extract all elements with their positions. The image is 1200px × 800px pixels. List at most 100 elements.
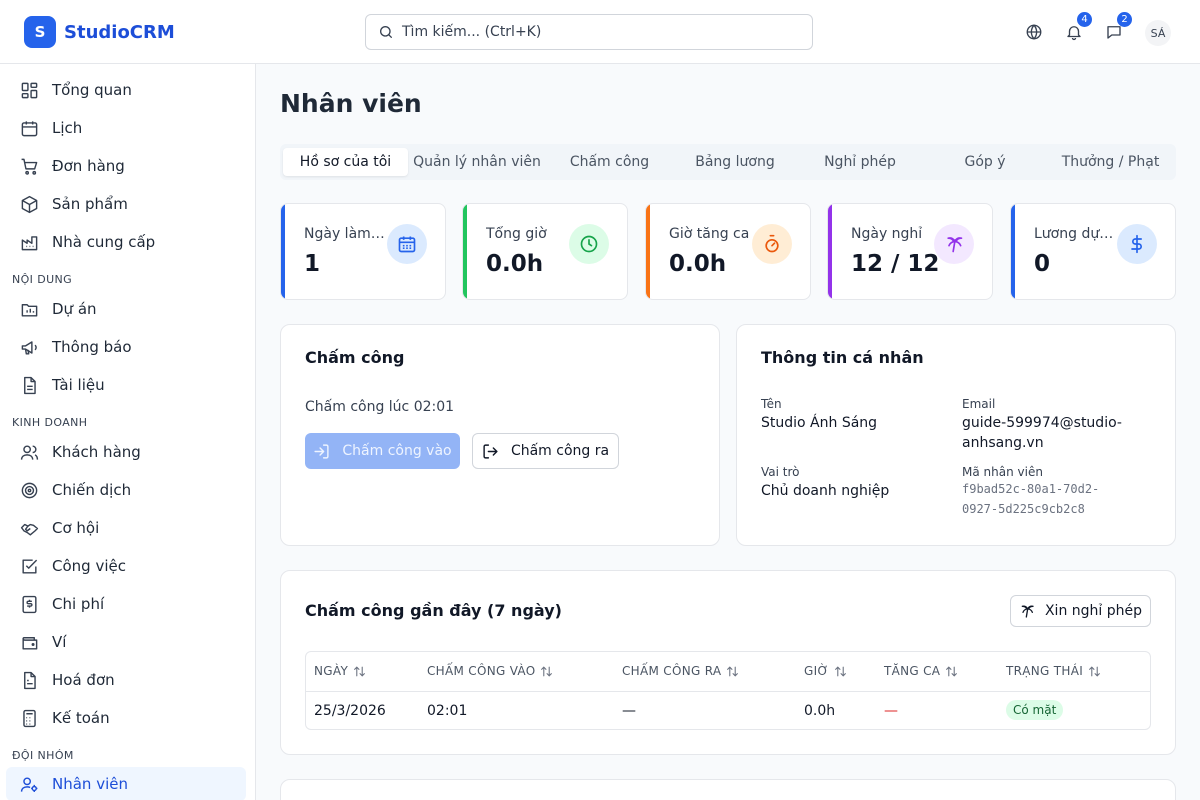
sidebar-item-label: Khách hàng — [52, 443, 141, 461]
stat-label: Ngày nghỉ — [851, 226, 923, 242]
language-button[interactable] — [1022, 20, 1046, 44]
search-placeholder: Tìm kiếm... (Ctrl+K) — [402, 24, 542, 40]
document-icon — [24, 376, 36, 394]
column-header-hours[interactable]: GIỜ — [804, 664, 847, 678]
employee-id-line: f9bad52c-80a1-70d2- — [962, 482, 1100, 496]
sidebar-item-invoices[interactable]: Hoá đơn — [6, 663, 246, 697]
app-name: StudioCRM — [64, 21, 175, 43]
sidebar-item-label: Thông báo — [52, 338, 132, 356]
check-out-button[interactable]: Chấm công ra — [472, 433, 619, 469]
sidebar: Tổng quan Lịch Đơn hàng Sản phẩm Nhà cun… — [0, 64, 256, 800]
sidebar-item-tasks[interactable]: Công việc — [6, 549, 246, 583]
clock-icon — [569, 224, 609, 264]
sidebar-item-label: Kế toán — [52, 709, 110, 727]
employee-id-label: Mã nhân viên — [962, 465, 1043, 479]
stat-label: Lương dự kiến — [1034, 226, 1116, 242]
check-in-button[interactable]: Chấm công vào — [305, 433, 460, 469]
request-leave-button[interactable]: Xin nghỉ phép — [1010, 595, 1151, 627]
app-logo[interactable]: S StudioCRM — [24, 16, 175, 48]
stat-accent-bar — [463, 204, 467, 299]
tab-leave[interactable]: Nghỉ phép — [824, 154, 896, 170]
cell-check-in: 02:01 — [427, 703, 468, 719]
tab-feedback[interactable]: Góp ý — [964, 154, 1006, 170]
sort-icon — [946, 665, 958, 677]
stat-card-total-hours: Tổng giờ 0.0h — [462, 203, 628, 300]
dollar-icon — [1117, 224, 1157, 264]
tab-payroll[interactable]: Bảng lương — [695, 154, 775, 170]
stat-accent-bar — [828, 204, 832, 299]
stat-value: 0 — [1034, 251, 1051, 277]
sidebar-item-label: Nhà cung cấp — [52, 233, 156, 251]
tab-attendance[interactable]: Chấm công — [569, 154, 650, 170]
sidebar-item-accounting[interactable]: Kế toán — [6, 701, 246, 735]
sidebar-item-expenses[interactable]: Chi phí — [6, 587, 246, 621]
stat-card-expected-salary: Lương dự kiến 0 — [1010, 203, 1176, 300]
stat-accent-bar — [281, 204, 285, 299]
calendar-days-icon — [387, 224, 427, 264]
column-header-check-out[interactable]: CHẤM CÔNG RA — [622, 664, 739, 678]
sidebar-item-label: Sản phẩm — [52, 195, 128, 213]
email-line: guide-599974@studio- — [962, 415, 1122, 431]
sidebar-item-projects[interactable]: Dự án — [6, 292, 246, 326]
sidebar-item-announcements[interactable]: Thông báo — [6, 330, 246, 364]
sidebar-item-label: Công việc — [52, 557, 126, 575]
sidebar-item-wallet[interactable]: Ví — [6, 625, 246, 659]
next-card — [280, 779, 1176, 800]
sidebar-item-calendar[interactable]: Lịch — [6, 111, 246, 145]
name-value: Studio Ánh Sáng — [761, 415, 878, 431]
stat-label: Giờ tăng ca — [669, 226, 750, 242]
sidebar-item-suppliers[interactable]: Nhà cung cấp — [6, 225, 246, 259]
sidebar-item-label: Hoá đơn — [52, 671, 115, 689]
palm-tree-icon — [934, 224, 974, 264]
tab-employee-management[interactable]: Quản lý nhân viên — [413, 154, 541, 170]
sidebar-section-business: KINH DOANH — [12, 416, 88, 429]
stat-value: 12 / 12 — [851, 251, 940, 277]
table-header: NGÀY CHẤM CÔNG VÀO CHẤM CÔNG RA GIỜ TĂNG… — [306, 652, 1150, 692]
bell-icon — [1067, 26, 1081, 41]
sidebar-item-customers[interactable]: Khách hàng — [6, 435, 246, 469]
stat-value: 0.0h — [486, 251, 544, 277]
column-header-check-in[interactable]: CHẤM CÔNG VÀO — [427, 664, 553, 678]
folder-chart-icon — [21, 303, 38, 317]
sidebar-item-label: Ví — [52, 633, 67, 651]
tab-my-profile[interactable]: Hồ sơ của tôi — [283, 148, 408, 176]
stat-card-overtime: Giờ tăng ca 0.0h — [645, 203, 811, 300]
logo-mark: S — [24, 16, 56, 48]
page-title: Nhân viên — [280, 89, 422, 118]
factory-icon — [21, 235, 38, 250]
search-input[interactable]: Tìm kiếm... (Ctrl+K) — [365, 14, 813, 50]
name-label: Tên — [761, 397, 782, 411]
sidebar-item-label: Cơ hội — [52, 519, 100, 537]
profile-title: Thông tin cá nhân — [761, 348, 924, 367]
column-header-label: TĂNG CA — [884, 664, 941, 678]
sidebar-item-employees[interactable]: Nhân viên — [6, 767, 246, 800]
email-line: anhsang.vn — [962, 435, 1044, 451]
box-icon — [21, 195, 38, 213]
log-out-icon — [483, 443, 498, 459]
sidebar-section-team: ĐỘI NHÓM — [12, 749, 74, 762]
recent-attendance-title: Chấm công gần đây (7 ngày) — [305, 601, 562, 620]
notifications-button[interactable]: 4 — [1062, 12, 1092, 44]
stat-label: Ngày làm việc — [304, 226, 386, 242]
sort-icon — [727, 665, 739, 677]
column-header-status[interactable]: TRẠNG THÁI — [1006, 664, 1101, 678]
target-icon — [21, 482, 38, 498]
sidebar-item-documents[interactable]: Tài liệu — [6, 368, 246, 402]
request-leave-label: Xin nghỉ phép — [1044, 603, 1143, 619]
stat-accent-bar — [1011, 204, 1015, 299]
search-icon — [380, 26, 392, 38]
email-label: Email — [962, 397, 996, 411]
dashboard-icon — [21, 82, 38, 98]
sidebar-item-campaigns[interactable]: Chiến dịch — [6, 473, 246, 507]
timer-icon — [752, 224, 792, 264]
sidebar-item-overview[interactable]: Tổng quan — [6, 73, 246, 107]
avatar[interactable]: SÁ — [1145, 20, 1171, 46]
tab-rewards-penalties[interactable]: Thưởng / Phạt — [1061, 154, 1160, 170]
sidebar-item-orders[interactable]: Đơn hàng — [6, 149, 246, 183]
column-header-overtime[interactable]: TĂNG CA — [884, 664, 958, 678]
profile-card: Thông tin cá nhân Tên Studio Ánh Sáng Em… — [736, 324, 1176, 546]
sidebar-item-opportunities[interactable]: Cơ hội — [6, 511, 246, 545]
messages-button[interactable]: 2 — [1102, 12, 1132, 44]
column-header-date[interactable]: NGÀY — [314, 664, 366, 678]
sidebar-item-products[interactable]: Sản phẩm — [6, 187, 246, 221]
